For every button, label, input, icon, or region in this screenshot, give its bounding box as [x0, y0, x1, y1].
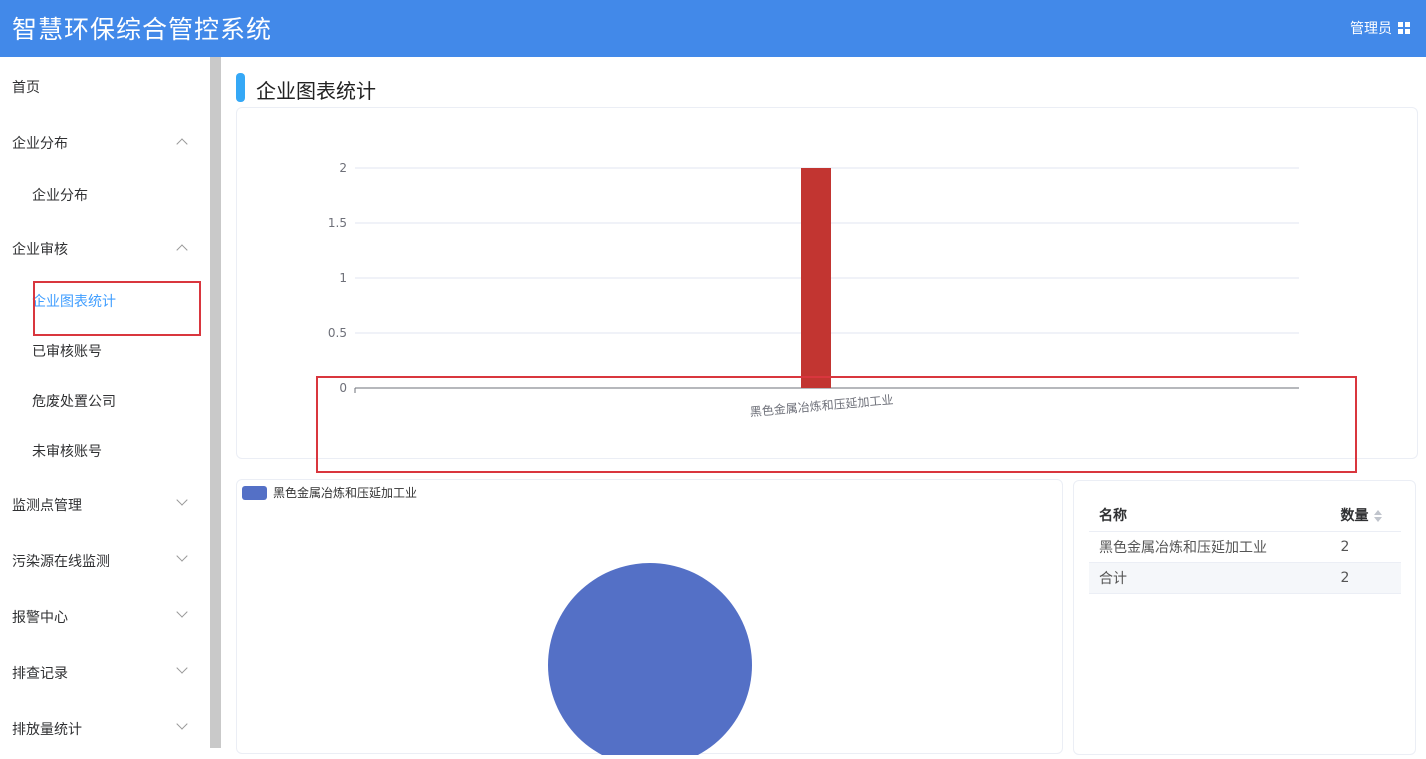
sidebar-item-unaudited-accounts[interactable]: 未审核账号 [0, 430, 210, 470]
sidebar-item-audited-accounts[interactable]: 已审核账号 [0, 330, 210, 370]
chevron-down-icon [176, 494, 188, 506]
top-header: 智慧环保综合管控系统 管理员 [0, 0, 1426, 57]
y-tick-label: 0 [339, 381, 347, 395]
sidebar-item-label: 已审核账号 [32, 344, 102, 360]
chevron-down-icon [176, 606, 188, 618]
sidebar-item-label: 企业分布 [32, 188, 88, 204]
sidebar-item-label: 排查记录 [12, 666, 68, 682]
sidebar-item-enterprise-chart-stats[interactable]: 企业图表统计 [0, 280, 210, 320]
highlight-box [33, 281, 201, 336]
legend-label: 黑色金属冶炼和压延加工业 [273, 486, 418, 500]
sidebar-item-enterprise-distribution[interactable]: 企业分布 [0, 174, 210, 214]
pie-legend[interactable]: 黑色金属冶炼和压延加工业 [242, 484, 417, 501]
app-title: 智慧环保综合管控系统 [12, 15, 273, 44]
sidebar-group-enterprise-distribution[interactable]: 企业分布 [0, 122, 210, 162]
main-content: 企业图表统计 0 0.5 1 1.5 2 黑色金属冶炼和压延加工业 黑色金属冶炼和压延加工… [221, 57, 1426, 759]
sidebar-group-alarm-center[interactable]: 报警中心 [0, 596, 210, 636]
y-tick-label: 1 [339, 271, 347, 285]
grid-menu-icon[interactable] [1398, 22, 1410, 34]
sidebar-item-label: 报警中心 [12, 610, 68, 626]
sidebar-item-label: 企业审核 [12, 242, 68, 258]
highlight-box [316, 376, 1357, 473]
sidebar-item-label: 排放量统计 [12, 722, 82, 738]
sort-icon[interactable] [1374, 509, 1383, 522]
chevron-up-icon [176, 244, 188, 256]
y-tick-label: 0.5 [328, 326, 347, 340]
sidebar-item-label: 企业图表统计 [32, 294, 116, 310]
sidebar-item-label: 污染源在线监测 [12, 554, 110, 570]
chevron-up-icon [176, 138, 188, 150]
sidebar: 首页 企业分布 企业分布 企业审核 企业图表统计 已审核账号 危废处置公司 未审… [0, 57, 210, 748]
user-name: 管理员 [1350, 21, 1392, 37]
sidebar-item-label: 首页 [12, 80, 40, 96]
chevron-down-icon [176, 550, 188, 562]
table-row: 黑色金属冶炼和压延加工业 2 [1089, 531, 1401, 563]
sidebar-scrollbar[interactable] [210, 57, 221, 748]
table-cell: 2 [1330, 562, 1401, 594]
sidebar-item-label: 监测点管理 [12, 498, 82, 514]
stats-table: 名称 数量 黑色金属冶炼和压延加工业 2 合计 2 [1089, 499, 1401, 594]
legend-swatch [242, 485, 267, 500]
table-row-total: 合计 2 [1089, 562, 1401, 594]
page-title: 企业图表统计 [256, 79, 376, 103]
sidebar-item-home[interactable]: 首页 [0, 66, 210, 106]
column-header-name: 名称 [1089, 499, 1331, 532]
chevron-down-icon [176, 662, 188, 674]
sidebar-item-label: 危废处置公司 [32, 394, 116, 410]
bar-chart-card: 0 0.5 1 1.5 2 黑色金属冶炼和压延加工业 [236, 107, 1418, 459]
table-cell: 2 [1330, 531, 1401, 563]
sidebar-item-label: 未审核账号 [32, 444, 102, 460]
column-header-count[interactable]: 数量 [1330, 499, 1401, 532]
title-accent-bar [236, 73, 245, 102]
stats-table-card: 名称 数量 黑色金属冶炼和压延加工业 2 合计 2 [1073, 480, 1416, 755]
bar [801, 168, 831, 388]
y-tick-label: 2 [339, 161, 347, 175]
sidebar-group-emission-stats[interactable]: 排放量统计 [0, 708, 210, 748]
table-cell: 黑色金属冶炼和压延加工业 [1089, 531, 1331, 563]
chevron-down-icon [176, 718, 188, 730]
pie-chart [548, 563, 752, 759]
table-cell: 合计 [1089, 562, 1331, 594]
y-tick-label: 1.5 [328, 216, 347, 230]
sidebar-group-inspection-records[interactable]: 排查记录 [0, 652, 210, 692]
sidebar-group-pollution-monitoring[interactable]: 污染源在线监测 [0, 540, 210, 580]
sidebar-item-label: 企业分布 [12, 136, 68, 152]
pie-slice [548, 563, 752, 759]
pie-chart-card: 黑色金属冶炼和压延加工业 [236, 479, 1063, 759]
sidebar-group-monitoring-points[interactable]: 监测点管理 [0, 484, 210, 524]
user-menu[interactable]: 管理员 [1350, 18, 1410, 38]
sidebar-group-enterprise-audit[interactable]: 企业审核 [0, 228, 210, 268]
sidebar-item-hazardous-waste[interactable]: 危废处置公司 [0, 380, 210, 420]
